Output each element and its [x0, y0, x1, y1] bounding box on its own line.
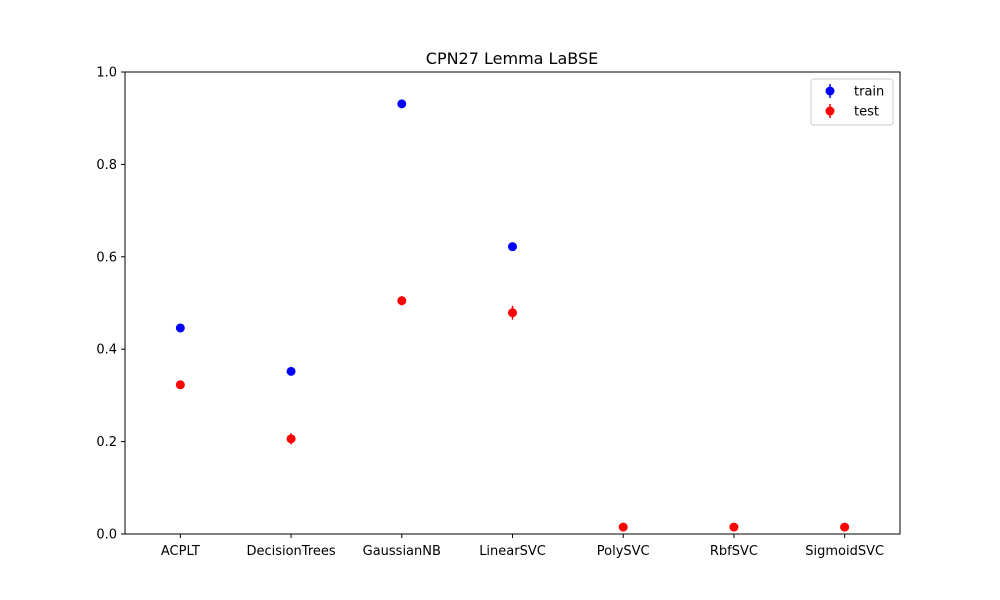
x-tick-label: GaussianNB [363, 544, 441, 559]
test-point [618, 522, 628, 532]
train-point [286, 366, 296, 376]
legend-train-label: train [854, 85, 884, 100]
y-tick-label: 0.2 [96, 435, 117, 450]
legend-test-marker [825, 106, 835, 116]
y-tick-label: 0.8 [96, 158, 117, 173]
legend: train test [810, 78, 894, 126]
x-tick-label: ACPLT [161, 544, 200, 559]
x-tick-label: DecisionTrees [246, 544, 335, 559]
x-tick-label: PolySVC [597, 544, 650, 559]
test-point [729, 522, 739, 532]
y-tick-label: 0.6 [96, 250, 117, 265]
test-point [508, 308, 517, 318]
y-tick-label: 1.0 [96, 66, 117, 81]
legend-test-label: test [854, 105, 879, 120]
plot-frame [124, 71, 901, 535]
chart-title: CPN27 Lemma LaBSE [426, 49, 598, 68]
train-point [397, 99, 407, 109]
test-point [286, 434, 296, 444]
test-point [397, 296, 407, 306]
train-point [175, 323, 185, 333]
marks-layer [175, 99, 850, 532]
train-point [508, 242, 517, 252]
x-tick-label: SigmoidSVC [805, 544, 884, 559]
x-tick-label: RbfSVC [710, 544, 758, 559]
y-tick-label: 0.4 [96, 343, 117, 358]
test-point [175, 380, 185, 390]
test-point [840, 522, 850, 532]
legend-train-marker [825, 86, 835, 96]
axes-layer: 0.0 0.2 0.4 0.6 0.8 1.0 ACPLT DecisionTrees Gaus… [96, 66, 901, 559]
y-tick-label: 0.0 [96, 528, 117, 543]
x-tick-label: LinearSVC [479, 544, 546, 559]
